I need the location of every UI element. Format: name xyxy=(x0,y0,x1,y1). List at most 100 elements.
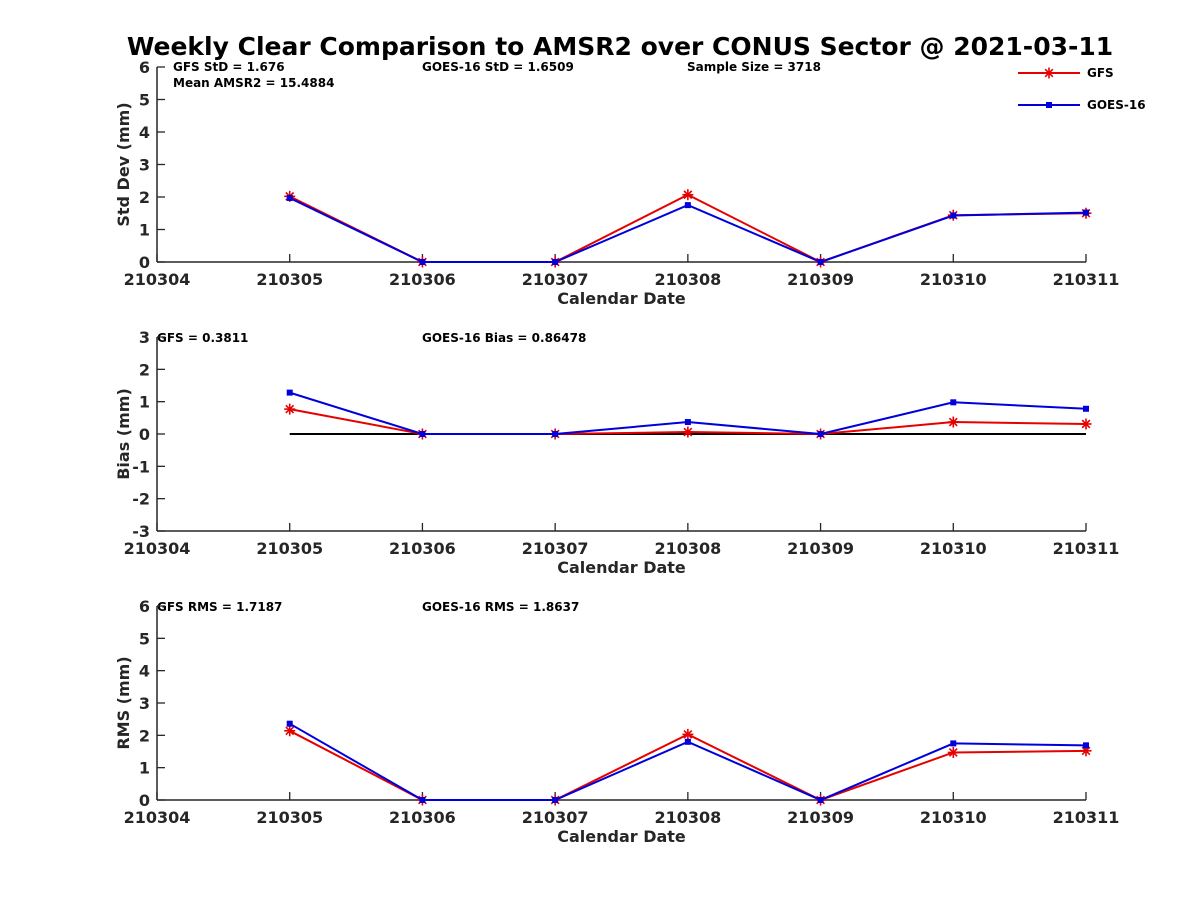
data-point-goes16 xyxy=(1083,405,1089,412)
legend-gfs-marker xyxy=(1043,67,1055,79)
data-point-goes16 xyxy=(552,797,559,803)
y-tick-label: 6 xyxy=(139,58,150,77)
panel-1: 0 1 2 3 4 5 6 210304 210305 210306 210307 210308 210… xyxy=(114,58,1119,308)
x-axis-label: Calendar Date xyxy=(557,827,686,846)
data-point-goes16 xyxy=(286,194,293,201)
annot-gfs-rms: GFS RMS = 1.7187 xyxy=(157,600,282,614)
legend-goes16-label: GOES-16 xyxy=(1087,98,1146,112)
legend-entry-goes16: GOES-16 xyxy=(1018,98,1146,112)
annot-goes16-std: GOES-16 StD = 1.6509 xyxy=(422,60,574,74)
y-tick-label: 6 xyxy=(139,597,150,616)
x-tick-label: 210311 xyxy=(1053,270,1120,289)
data-point-goes16 xyxy=(950,399,957,406)
legend-goes16-marker xyxy=(1046,102,1052,108)
y-tick-label: 2 xyxy=(139,726,150,745)
y-tick-label: 1 xyxy=(139,221,150,240)
data-point-goes16 xyxy=(684,419,691,426)
x-tick-label: 210309 xyxy=(787,539,854,558)
data-point-goes16 xyxy=(817,431,824,437)
y-tick-label: 5 xyxy=(139,629,150,648)
data-point-gfs xyxy=(284,725,296,737)
x-tick-label: 210308 xyxy=(654,808,721,827)
y-tick-label: 1 xyxy=(139,759,150,778)
annot-goes16-rms: GOES-16 RMS = 1.8637 xyxy=(422,600,579,614)
x-tick-label: 210311 xyxy=(1053,539,1120,558)
x-tick-label: 210308 xyxy=(654,270,721,289)
data-point-goes16 xyxy=(1083,209,1089,216)
x-tick-label: 210306 xyxy=(389,539,456,558)
x-tick-label: 210305 xyxy=(256,270,323,289)
x-tick-label: 210304 xyxy=(124,270,191,289)
y-tick-label: 1 xyxy=(139,393,150,412)
data-point-gfs xyxy=(947,416,959,428)
y-tick-label: 0 xyxy=(139,791,150,810)
x-tick-label: 210307 xyxy=(522,808,589,827)
x-tick-label: 210305 xyxy=(256,539,323,558)
panel-3: 0 1 2 3 4 5 6 210304 210305 210306 210307 210308 210… xyxy=(114,597,1119,846)
data-point-goes16 xyxy=(552,259,559,265)
annot-gfs-bias: GFS = 0.3811 xyxy=(157,331,248,345)
data-point-goes16 xyxy=(684,202,691,209)
legend-entry-gfs: GFS xyxy=(1018,66,1114,80)
x-tick-label: 210310 xyxy=(920,808,987,827)
data-point-goes16 xyxy=(817,797,824,803)
y-tick-label: -3 xyxy=(132,522,150,541)
data-point-goes16 xyxy=(286,389,293,396)
panel-2-annotations: GFS = 0.3811 GOES-16 Bias = 0.86478 xyxy=(157,331,586,345)
legend: GFS GOES-16 xyxy=(1018,66,1146,112)
x-tick-label: 210309 xyxy=(787,270,854,289)
panel-3-annotations: GFS RMS = 1.7187 GOES-16 RMS = 1.8637 xyxy=(157,600,579,614)
y-tick-label: 3 xyxy=(139,328,150,347)
data-point-gfs xyxy=(1080,418,1092,430)
y-tick-label: 5 xyxy=(139,91,150,110)
x-tick-label: 210308 xyxy=(654,539,721,558)
chart-title: Weekly Clear Comparison to AMSR2 over CO… xyxy=(127,32,1113,61)
y-axis-label: RMS (mm) xyxy=(114,656,133,749)
y-tick-label: 4 xyxy=(139,662,150,681)
panel-1-annotations: GFS StD = 1.676 Mean AMSR2 = 15.4884 GOE… xyxy=(173,60,821,90)
data-point-gfs xyxy=(682,426,694,438)
y-tick-label: 2 xyxy=(139,188,150,207)
x-tick-label: 210304 xyxy=(124,808,191,827)
y-tick-label: -2 xyxy=(132,490,150,509)
data-point-goes16 xyxy=(817,259,824,265)
data-point-gfs xyxy=(947,746,959,758)
x-tick-label: 210306 xyxy=(389,270,456,289)
x-axis-label: Calendar Date xyxy=(557,558,686,577)
x-tick-label: 210310 xyxy=(920,270,987,289)
data-point-goes16 xyxy=(1083,742,1089,749)
data-point-goes16 xyxy=(419,431,426,437)
data-point-goes16 xyxy=(286,720,293,727)
y-tick-label: 2 xyxy=(139,360,150,379)
y-axis-label: Std Dev (mm) xyxy=(114,102,133,226)
data-point-gfs xyxy=(682,189,694,201)
data-point-goes16 xyxy=(552,431,559,437)
annot-goes16-bias: GOES-16 Bias = 0.86478 xyxy=(422,331,586,345)
annot-gfs-std: GFS StD = 1.676 xyxy=(173,60,285,74)
x-tick-label: 210309 xyxy=(787,808,854,827)
data-point-goes16 xyxy=(419,259,426,265)
legend-gfs-label: GFS xyxy=(1087,66,1114,80)
panel-2: -3 -2 -1 0 1 2 3 210304 210305 210306 210307 210308… xyxy=(114,328,1119,577)
y-tick-label: -1 xyxy=(132,457,150,476)
x-tick-label: 210310 xyxy=(920,539,987,558)
data-point-gfs xyxy=(284,403,296,415)
y-axis-label: Bias (mm) xyxy=(114,388,133,480)
data-point-goes16 xyxy=(684,738,691,745)
data-point-goes16 xyxy=(950,212,957,219)
y-tick-label: 0 xyxy=(139,425,150,444)
x-tick-label: 210306 xyxy=(389,808,456,827)
y-tick-label: 4 xyxy=(139,123,150,142)
y-tick-label: 3 xyxy=(139,156,150,175)
legend-gfs-asterisk xyxy=(1043,67,1055,79)
x-tick-label: 210311 xyxy=(1053,808,1120,827)
data-point-gfs xyxy=(682,728,694,740)
x-tick-label: 210307 xyxy=(522,539,589,558)
annot-mean-amsr2: Mean AMSR2 = 15.4884 xyxy=(173,76,334,90)
data-point-goes16 xyxy=(419,797,426,803)
data-point-goes16 xyxy=(950,740,957,747)
annot-sample-size: Sample Size = 3718 xyxy=(687,60,821,74)
x-tick-label: 210304 xyxy=(124,539,191,558)
